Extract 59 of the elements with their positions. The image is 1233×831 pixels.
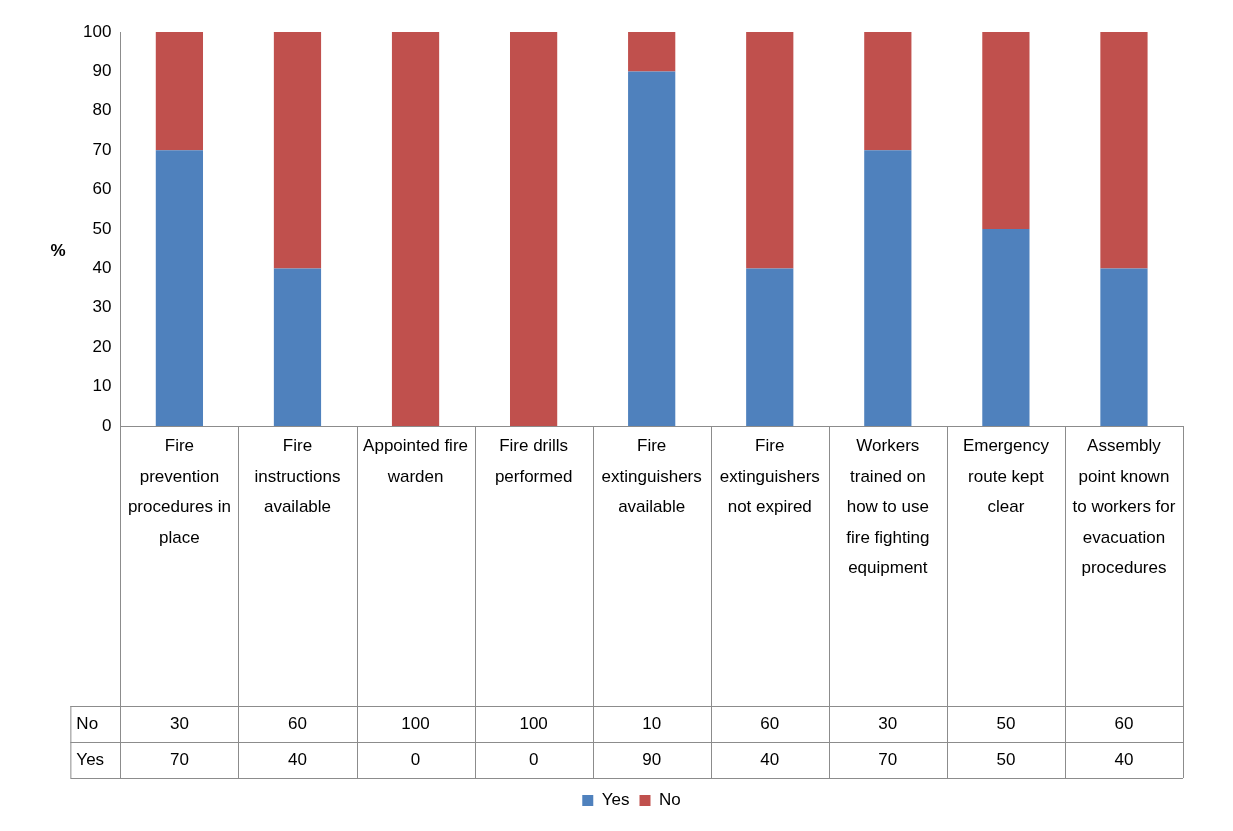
bar [864,150,912,426]
y-axis-title: % [50,240,66,260]
y-tick-label: 30 [92,297,112,317]
data-label: 100 [401,713,430,733]
y-tick-label: 10 [92,376,112,396]
y-tick-label: 0 [101,415,112,435]
x-tick-label: Fire extinguishers available [601,436,702,517]
y-tick-label: 60 [92,179,112,199]
bar [510,32,558,426]
bar [391,32,440,426]
bar [155,32,204,151]
bar [864,32,912,151]
data-label: 60 [760,713,780,733]
y-tick-label: 90 [92,61,112,81]
bar [746,268,794,426]
data-label: 60 [1114,713,1134,733]
y-tick-label: 80 [92,100,112,120]
y-tick-label: 70 [92,139,112,159]
legend-label: Yes [601,790,630,810]
data-label: 40 [1114,749,1134,769]
data-label: 0 [528,749,539,769]
data-label: 50 [996,749,1016,769]
data-label: 100 [519,713,548,733]
bar [982,32,1030,229]
bar [628,32,676,72]
bar [155,150,204,426]
text: No [76,713,99,733]
data-label: 40 [288,749,307,769]
x-tick-label: Workers trained on how to use fire fighting equipment [846,436,930,578]
data-label: 0 [410,749,421,769]
bar [273,32,322,269]
x-tick-label: Fire instructions available [254,436,341,517]
x-tick-label: Appointed fire warden [363,436,468,486]
y-tick-label: 50 [92,218,112,238]
data-label: 70 [878,749,898,769]
x-tick-label: Fire prevention procedures in place [127,436,231,547]
y-tick-label: 20 [92,336,112,356]
bar [746,32,794,269]
bar [1100,32,1148,269]
y-tick-label: 40 [92,258,112,278]
y-tick-label: 100 [82,21,112,41]
x-tick-label: Fire extinguishers not expired [719,436,820,517]
bar [628,71,676,426]
data-label: 70 [169,749,189,769]
bar [273,268,322,426]
data-label: 90 [642,749,662,769]
data-label: 60 [288,713,307,733]
x-tick-label: Emergency route kept clear [962,436,1050,517]
x-tick-label: Fire drills performed [494,436,573,486]
data-label: 40 [760,749,780,769]
x-tick-label: Assembly point known to workers for evacuation procedures [1072,436,1176,578]
text: Yes [76,749,105,769]
data-label: 10 [642,713,662,733]
data-label: 30 [878,713,898,733]
data-label: 30 [169,713,189,733]
bar [1100,268,1148,426]
data-label: 50 [996,713,1016,733]
legend-label: No [659,790,681,810]
bar [982,229,1030,426]
